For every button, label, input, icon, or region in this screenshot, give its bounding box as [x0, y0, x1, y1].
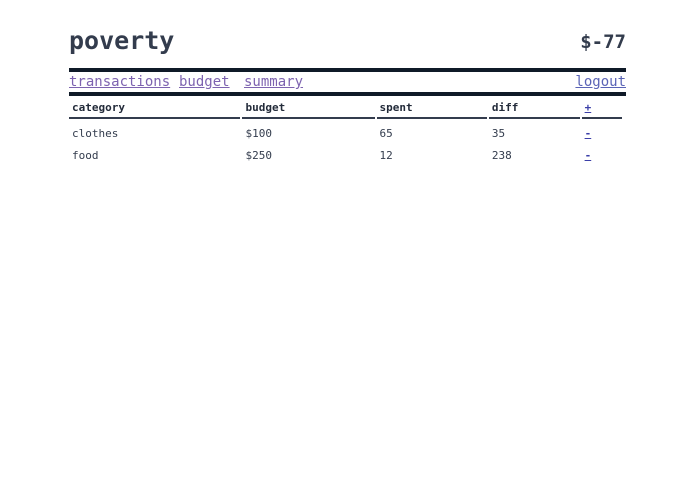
- cell-spent: 12: [379, 148, 393, 162]
- app-title: poverty: [69, 26, 175, 55]
- logout-link[interactable]: logout: [575, 74, 626, 90]
- cell-spent: 65: [379, 126, 393, 140]
- column-header-budget: budget: [242, 98, 375, 119]
- cell-budget: $100: [245, 126, 272, 140]
- cell-diff: 35: [491, 126, 506, 140]
- cell-diff: 238: [491, 148, 512, 162]
- remove-category-button[interactable]: -: [584, 148, 592, 162]
- cell-action: -: [582, 119, 622, 141]
- cell-category: clothes: [72, 126, 119, 140]
- table-header-row: category budget spent diff +: [69, 98, 622, 119]
- nav-top-divider: [69, 68, 626, 72]
- nav-bottom-divider: [69, 92, 626, 96]
- column-header-add: +: [581, 98, 622, 119]
- nav-link-transactions[interactable]: transactions: [69, 74, 171, 90]
- nav-link-summary[interactable]: summary: [244, 74, 304, 90]
- balance-total: $-77: [580, 31, 626, 53]
- table-row: clothes $100 65 35 -: [69, 119, 622, 141]
- cell-budget: $250: [245, 148, 272, 162]
- cell-category: food: [72, 148, 99, 162]
- cell-action: -: [582, 141, 622, 163]
- column-header-spent: spent: [376, 98, 487, 119]
- page-container: poverty $-77 transactions budget summary…: [69, 26, 626, 162]
- remove-category-button[interactable]: -: [584, 126, 592, 140]
- budget-table: category budget spent diff + clothes $10…: [67, 98, 624, 163]
- column-header-category: category: [69, 98, 241, 119]
- table-row: food $250 12 238 -: [69, 141, 622, 163]
- header: poverty $-77: [69, 26, 626, 64]
- add-category-button[interactable]: +: [584, 100, 592, 114]
- column-header-diff: diff: [488, 98, 580, 119]
- nav-link-budget[interactable]: budget: [179, 74, 230, 90]
- main-nav: transactions budget summary logout: [69, 72, 626, 93]
